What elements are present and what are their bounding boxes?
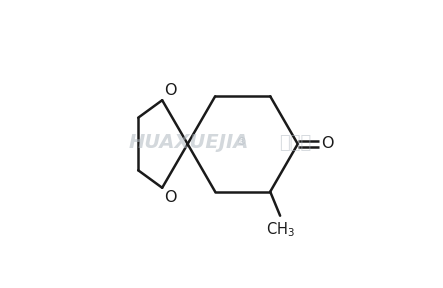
Text: CH$_3$: CH$_3$	[266, 221, 295, 240]
Text: 化学加: 化学加	[279, 134, 311, 151]
Text: O: O	[321, 137, 334, 151]
Text: HUAXUEJIA: HUAXUEJIA	[129, 133, 249, 152]
Text: ®: ®	[237, 138, 247, 147]
Text: O: O	[164, 190, 177, 205]
Text: O: O	[164, 83, 177, 98]
